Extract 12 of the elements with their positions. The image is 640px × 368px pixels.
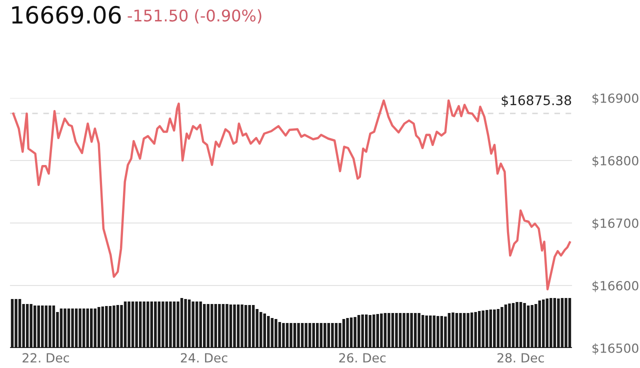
x-tick-label: 24. Dec — [180, 353, 228, 363]
y-tick-label: $16600 — [592, 280, 638, 292]
chart-title: 16669.06 — [12, 6, 121, 24]
y-tick-label: $16500 — [592, 343, 638, 355]
x-tick-label: 28. Dec — [498, 353, 544, 363]
x-tick-label: 26. Dec — [339, 353, 386, 363]
y-tick-label: $16900 — [592, 93, 638, 105]
chart-subtitle: -151.50 (-0.90%) — [128, 9, 262, 24]
x-tick-label: 22. Dec — [22, 353, 69, 363]
ref-line-label: $16875.38 — [502, 95, 572, 108]
y-tick-label: $16700 — [592, 218, 638, 230]
y-tick-label: $16800 — [592, 156, 638, 168]
